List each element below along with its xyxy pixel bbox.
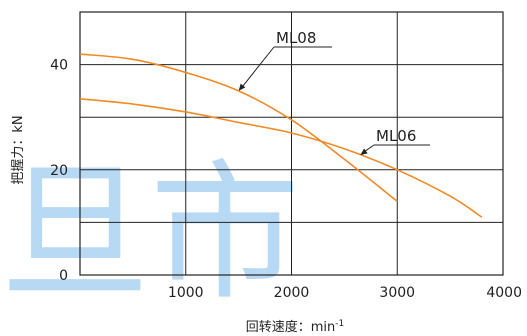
x-axis-label: 回转速度：min-1 <box>246 319 345 335</box>
annotation-ml06: ML06 <box>376 127 416 145</box>
watermark: 旦市 <box>0 147 300 321</box>
y-tick-label: 40 <box>50 58 68 74</box>
grid <box>79 11 504 276</box>
x-tick-label: 4000 <box>486 285 522 301</box>
y-tick-label: 20 <box>50 163 68 179</box>
annotation-ml08: ML08 <box>276 29 316 47</box>
x-tick-label: 1000 <box>168 285 204 301</box>
y-tick-label: 0 <box>59 268 68 284</box>
watermark-text: 旦市 <box>0 147 300 321</box>
series-line-ml08 <box>79 53 398 202</box>
x-axis-label-superscript: -1 <box>335 319 344 329</box>
x-tick-label: 2000 <box>274 285 310 301</box>
annotation-leader-line <box>240 46 275 90</box>
x-tick-label: 3000 <box>379 285 415 301</box>
series-line-ml06 <box>79 97 483 218</box>
tick-labels: 1000 2000 3000 4000 0 20 40 <box>50 58 522 301</box>
annotations: ML08 ML06 <box>238 29 430 156</box>
annotation-arrowhead <box>360 148 368 156</box>
y-axis-label: 把握力：kN <box>11 115 26 184</box>
series-group <box>79 53 483 218</box>
x-axis-label-text: 回转速度：min <box>246 319 336 335</box>
annotation-arrowhead <box>238 83 246 91</box>
